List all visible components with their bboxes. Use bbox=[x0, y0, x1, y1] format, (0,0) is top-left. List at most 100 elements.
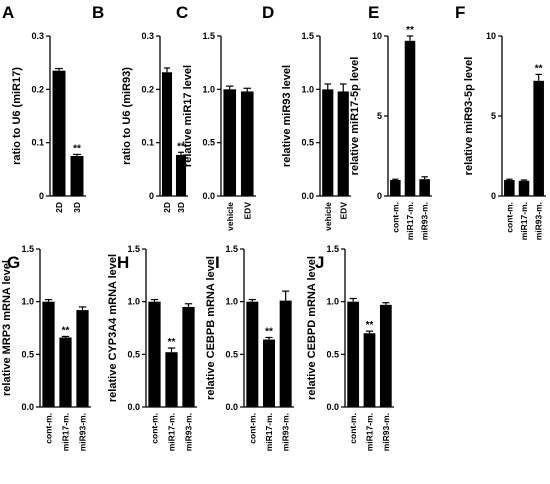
x-category-label: miR17-m. bbox=[61, 413, 71, 451]
y-tick-label: 0.1 bbox=[31, 138, 44, 148]
panel-letter: H bbox=[117, 253, 129, 272]
bar bbox=[165, 352, 178, 407]
y-tick-label: 1.5 bbox=[301, 31, 314, 41]
y-tick-label: 0 bbox=[491, 191, 496, 201]
bar bbox=[42, 301, 55, 407]
bar bbox=[322, 89, 334, 196]
panel-letter: E bbox=[368, 3, 379, 22]
y-tick-label: 0.2 bbox=[31, 84, 44, 94]
y-tick-label: 0.5 bbox=[21, 349, 34, 359]
x-category-label: miR93-m. bbox=[534, 202, 544, 240]
bar bbox=[419, 179, 430, 196]
panel-letter: C bbox=[176, 3, 188, 22]
panel-f: F 0 5 10 relative miR93-5p level cont-m. miR17… bbox=[455, 3, 546, 240]
y-axis-label: relative CEBPD mRNA level bbox=[306, 256, 318, 400]
y-tick-label: 0 bbox=[39, 191, 44, 201]
x-category-label: cont-m. bbox=[247, 413, 257, 444]
panel-i: I 0.0 0.5 1.0 1.5 relative CEBPB mRNA level co… bbox=[205, 244, 294, 451]
y-tick-label: 0.3 bbox=[31, 31, 44, 41]
y-tick-label: 1.0 bbox=[301, 84, 314, 94]
bar bbox=[246, 301, 259, 407]
panel-letter: F bbox=[455, 3, 465, 22]
x-category-label: 3D bbox=[72, 202, 82, 213]
y-tick-label: 0.1 bbox=[141, 138, 154, 148]
y-tick-label: 0.5 bbox=[202, 138, 215, 148]
x-category-label: EDV bbox=[242, 202, 252, 220]
y-tick-label: 0.5 bbox=[326, 349, 339, 359]
panel-j: J 0.0 0.5 1.0 1.5 relative CEBPD mRNA level co… bbox=[306, 244, 394, 451]
bar bbox=[504, 180, 515, 196]
x-category-label: cont-m. bbox=[150, 413, 160, 444]
y-tick-label: 1.5 bbox=[225, 244, 238, 254]
panel-letter: I bbox=[215, 253, 220, 272]
x-category-label: vehicle bbox=[323, 202, 333, 231]
bar bbox=[379, 304, 392, 407]
y-tick-label: 0.0 bbox=[301, 191, 314, 201]
x-category-label: miR17-m. bbox=[405, 202, 415, 240]
panel-letter: B bbox=[92, 3, 104, 22]
y-tick-label: 1.0 bbox=[326, 297, 339, 307]
significance-label: ** bbox=[265, 326, 273, 337]
bar bbox=[161, 72, 173, 196]
x-category-label: miR17-m. bbox=[264, 413, 274, 451]
y-tick-label: 0.0 bbox=[326, 402, 339, 412]
panel-b: B 0 0.1 0.2 0.3 ratio to U6 (miR93) 2D ** 3D bbox=[92, 3, 188, 213]
bar bbox=[279, 300, 292, 407]
x-category-label: cont-m. bbox=[44, 413, 54, 444]
x-category-label: 2D bbox=[54, 202, 64, 213]
y-tick-label: 0.3 bbox=[141, 31, 154, 41]
bar bbox=[263, 339, 275, 407]
bar bbox=[240, 91, 254, 196]
y-tick-label: 0.5 bbox=[301, 138, 314, 148]
y-tick-label: 1.5 bbox=[326, 244, 339, 254]
panel-g: G 0.0 0.5 1.0 1.5 relative MRP3 mRNA level con… bbox=[1, 244, 91, 451]
bar bbox=[363, 333, 376, 407]
x-category-label: miR17-m. bbox=[519, 202, 529, 240]
x-category-label: miR17-m. bbox=[365, 413, 375, 451]
panel-e: E 0 5 10 relative miR17-5p level cont-m. ** miR… bbox=[349, 3, 432, 240]
x-category-label: EDV bbox=[338, 202, 348, 220]
significance-label: ** bbox=[168, 337, 176, 348]
x-category-label: cont-m. bbox=[348, 413, 358, 444]
bar bbox=[223, 89, 237, 196]
x-category-label: miR93-m. bbox=[78, 413, 88, 451]
y-tick-label: 0.0 bbox=[21, 402, 34, 412]
y-tick-label: 0.2 bbox=[141, 84, 154, 94]
x-category-label: vehicle bbox=[225, 202, 235, 231]
y-axis-label: relative miR93 level bbox=[281, 65, 293, 167]
y-axis-label: relative miR17-5p level bbox=[349, 57, 361, 176]
y-tick-label: 5 bbox=[491, 111, 496, 121]
y-tick-label: 1.0 bbox=[202, 84, 215, 94]
y-tick-label: 0.5 bbox=[225, 349, 238, 359]
significance-label: ** bbox=[73, 143, 81, 154]
panel-letter: J bbox=[315, 253, 324, 272]
panel-c: C 0.0 0.5 1.0 1.5 relative miR17 level vehicle… bbox=[176, 3, 256, 231]
y-tick-label: 0 bbox=[149, 191, 154, 201]
bar bbox=[347, 301, 360, 407]
y-tick-label: 0 bbox=[377, 191, 382, 201]
bar bbox=[52, 70, 66, 196]
bar bbox=[70, 156, 84, 196]
y-tick-label: 1.0 bbox=[21, 297, 34, 307]
y-tick-label: 1.5 bbox=[127, 244, 140, 254]
bar bbox=[404, 40, 416, 196]
y-tick-label: 10 bbox=[486, 31, 496, 41]
panel-a: A 0 0.1 0.2 0.3 ratio to U6 (miR17) 2D ** 3D bbox=[2, 3, 86, 213]
significance-label: ** bbox=[366, 320, 374, 331]
y-tick-label: 0.0 bbox=[127, 402, 140, 412]
panel-h: H 0.0 0.5 1.0 1.5 relative CYP3A4 mRNA level c… bbox=[107, 244, 197, 451]
significance-label: ** bbox=[406, 25, 414, 36]
x-category-label: miR93-m. bbox=[381, 413, 391, 451]
significance-label: ** bbox=[177, 141, 185, 152]
x-category-label: miR93-m. bbox=[184, 413, 194, 451]
panel-d: D 0.0 0.5 1.0 1.5 relative miR93 level vehicle… bbox=[262, 3, 351, 231]
y-axis-label: relative CEBPB mRNA level bbox=[205, 256, 217, 400]
x-category-label: miR17-m. bbox=[167, 413, 177, 451]
y-axis-label: ratio to U6 (miR93) bbox=[121, 67, 133, 165]
bar bbox=[390, 180, 401, 196]
y-axis-label: relative MRP3 mRNA level bbox=[1, 260, 13, 396]
panel-letter: G bbox=[7, 253, 20, 272]
bar bbox=[148, 301, 161, 407]
y-tick-label: 0.0 bbox=[225, 402, 238, 412]
bar bbox=[533, 80, 544, 196]
